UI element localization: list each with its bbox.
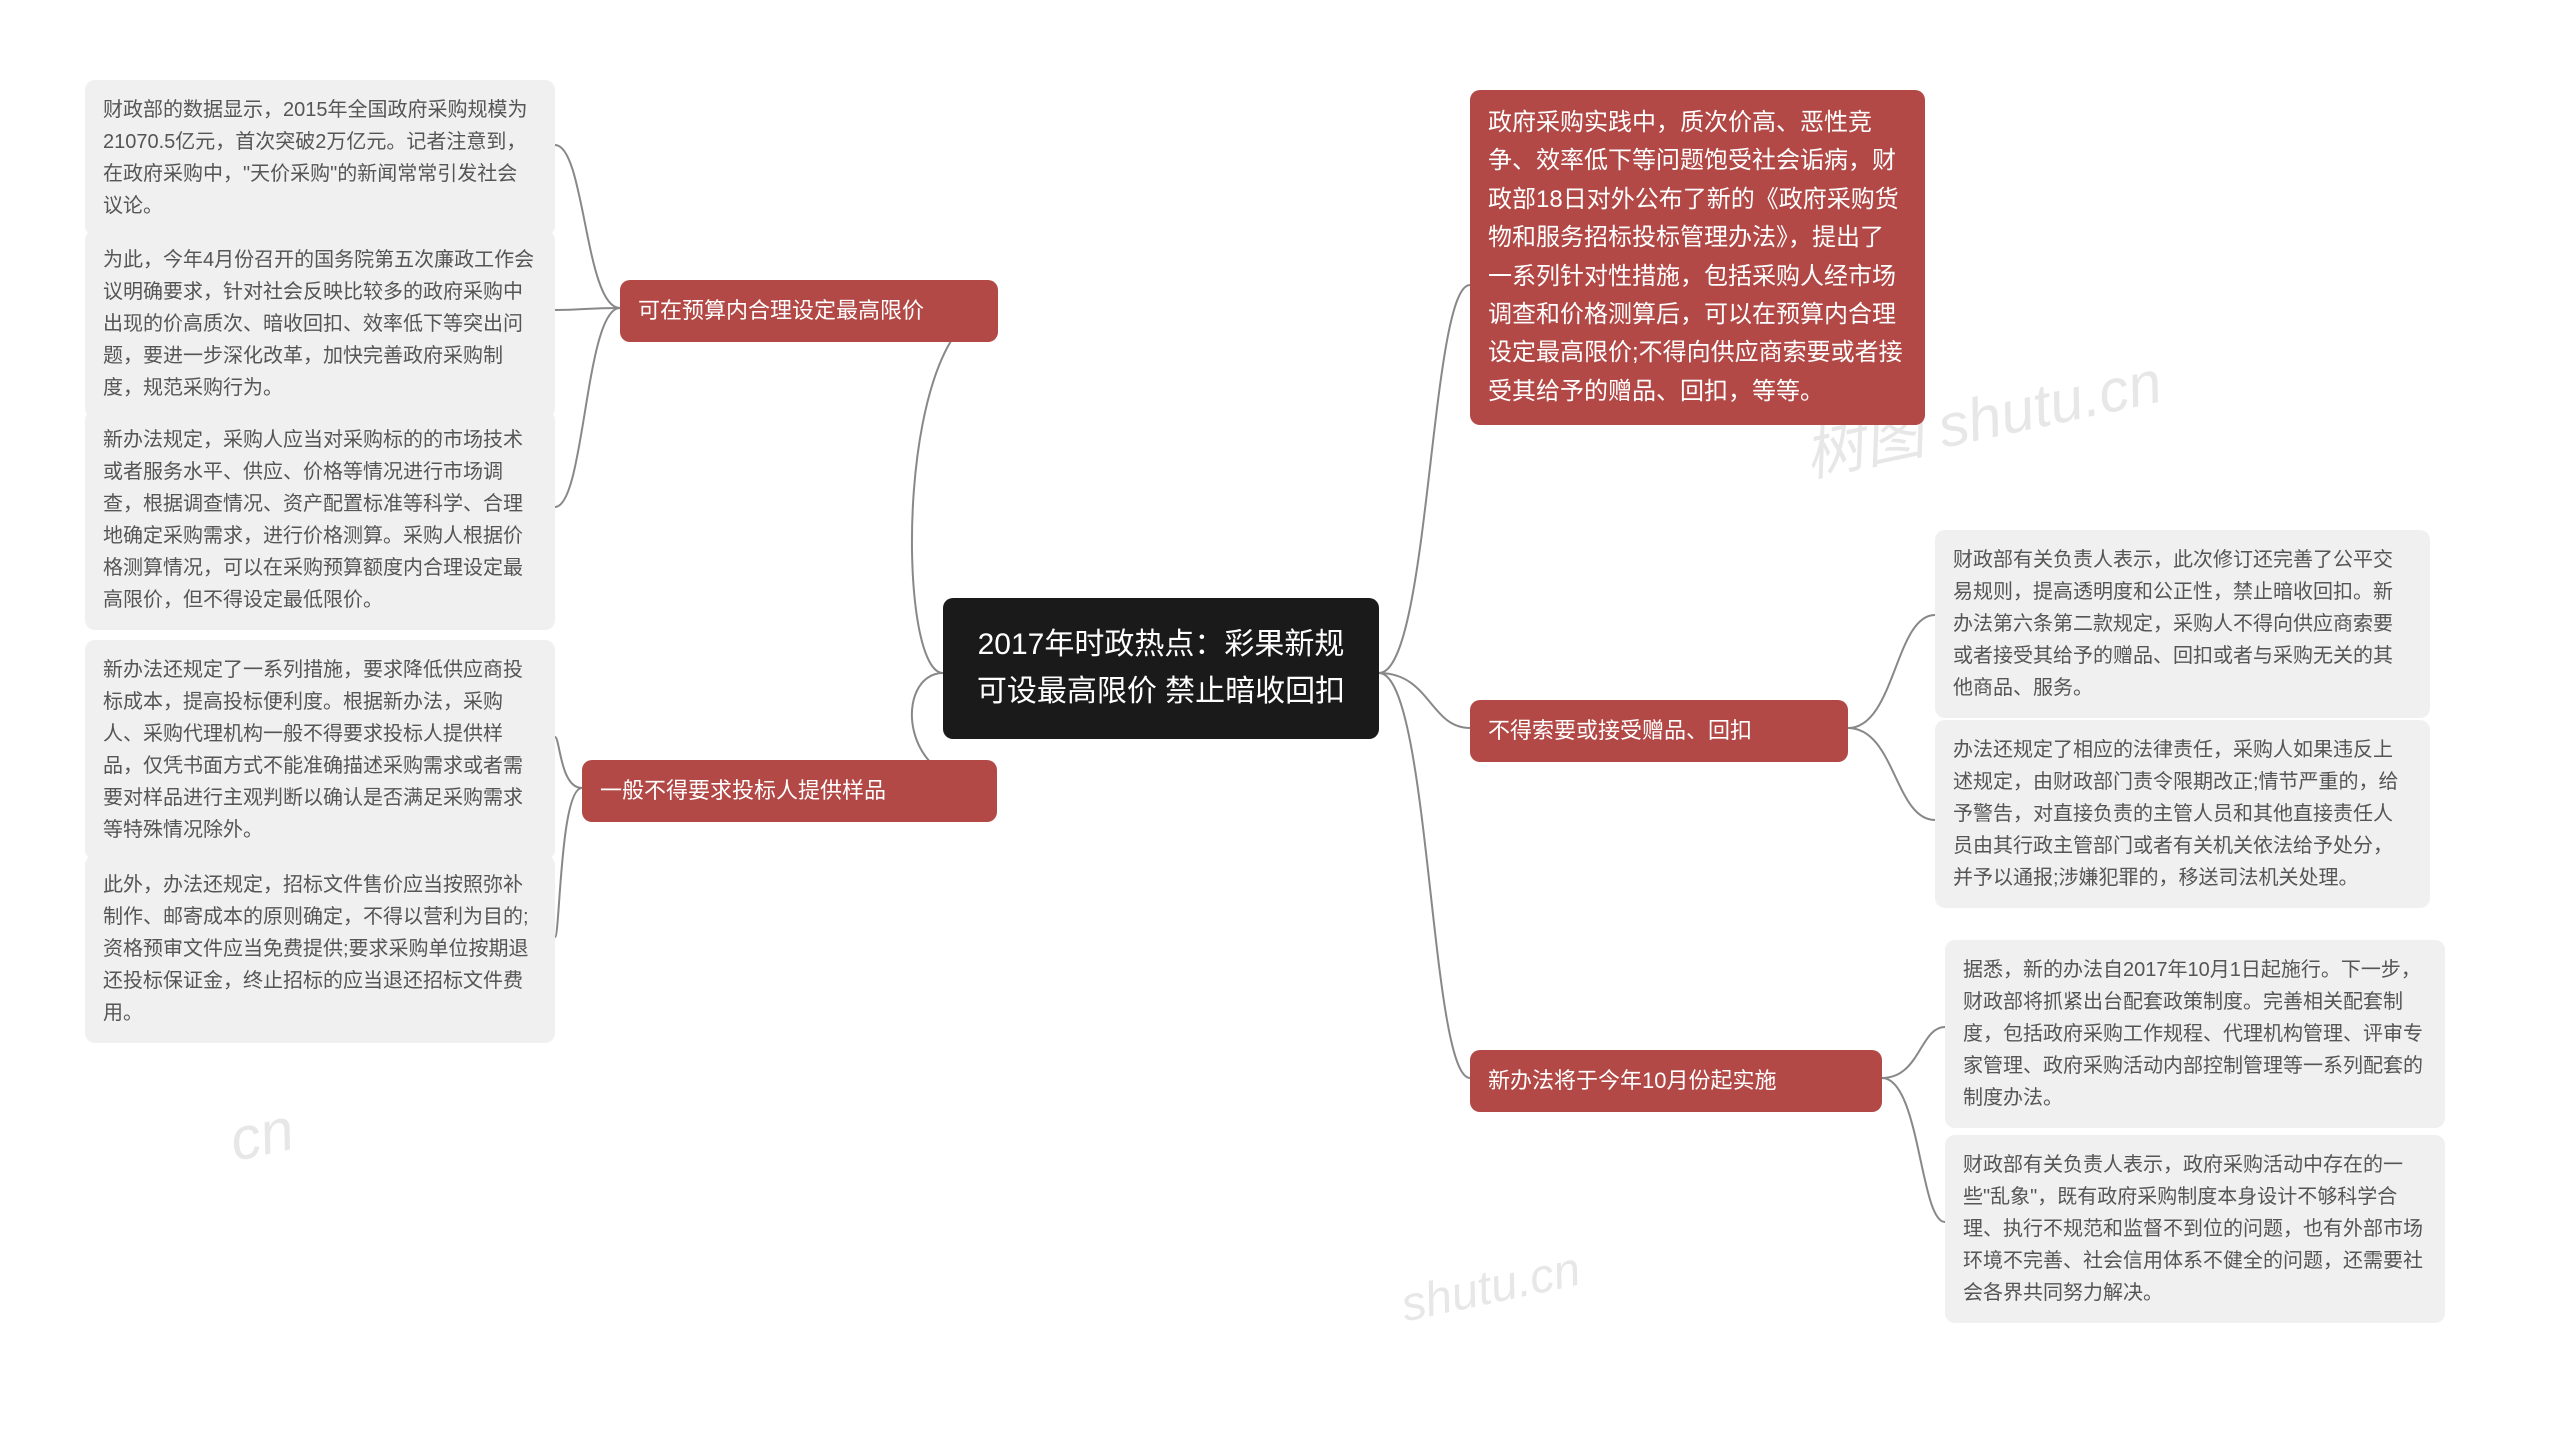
- left-branch-2: 一般不得要求投标人提供样品: [582, 760, 997, 822]
- watermark: shutu.cn: [1396, 1242, 1585, 1334]
- leaf-text: 据悉，新的办法自2017年10月1日起施行。下一步，财政部将抓紧出台配套政策制度…: [1963, 959, 2423, 1109]
- left-branch-2-leaf-1: 此外，办法还规定，招标文件售价应当按照弥补制作、邮寄成本的原则确定，不得以营利为…: [85, 855, 555, 1043]
- leaf-text: 新办法还规定了一系列措施，要求降低供应商投标成本，提高投标便利度。根据新办法，采…: [103, 659, 523, 841]
- leaf-text: 为此，今年4月份召开的国务院第五次廉政工作会议明确要求，针对社会反映比较多的政府…: [103, 249, 534, 399]
- leaf-text: 财政部有关负责人表示，此次修订还完善了公平交易规则，提高透明度和公正性，禁止暗收…: [1953, 549, 2393, 699]
- watermark: cn: [224, 1094, 300, 1175]
- leaf-text: 新办法规定，采购人应当对采购标的的市场技术或者服务水平、供应、价格等情况进行市场…: [103, 429, 523, 611]
- right-branch-1-leaf-1: 办法还规定了相应的法律责任，采购人如果违反上述规定，由财政部门责令限期改正;情节…: [1935, 720, 2430, 908]
- leaf-text: 此外，办法还规定，招标文件售价应当按照弥补制作、邮寄成本的原则确定，不得以营利为…: [103, 874, 529, 1024]
- left-branch-1-leaf-0: 财政部的数据显示，2015年全国政府采购规模为21070.5亿元，首次突破2万亿…: [85, 80, 555, 236]
- right-branch-2-label: 新办法将于今年10月份起实施: [1488, 1068, 1776, 1093]
- right-branch-1: 不得索要或接受赠品、回扣: [1470, 700, 1848, 762]
- right-intro-node: 政府采购实践中，质次价高、恶性竞争、效率低下等问题饱受社会诟病，财政部18日对外…: [1470, 90, 1925, 425]
- right-branch-2-leaf-1: 财政部有关负责人表示，政府采购活动中存在的一些"乱象"，既有政府采购制度本身设计…: [1945, 1135, 2445, 1323]
- left-branch-2-label: 一般不得要求投标人提供样品: [600, 778, 886, 803]
- right-branch-2: 新办法将于今年10月份起实施: [1470, 1050, 1882, 1112]
- left-branch-1-leaf-1: 为此，今年4月份召开的国务院第五次廉政工作会议明确要求，针对社会反映比较多的政府…: [85, 230, 555, 418]
- leaf-text: 办法还规定了相应的法律责任，采购人如果违反上述规定，由财政部门责令限期改正;情节…: [1953, 739, 2399, 889]
- left-branch-1-label: 可在预算内合理设定最高限价: [638, 298, 924, 323]
- leaf-text: 财政部的数据显示，2015年全国政府采购规模为21070.5亿元，首次突破2万亿…: [103, 99, 528, 217]
- right-branch-2-leaf-0: 据悉，新的办法自2017年10月1日起施行。下一步，财政部将抓紧出台配套政策制度…: [1945, 940, 2445, 1128]
- left-branch-1-leaf-2: 新办法规定，采购人应当对采购标的的市场技术或者服务水平、供应、价格等情况进行市场…: [85, 410, 555, 630]
- right-intro-text: 政府采购实践中，质次价高、恶性竞争、效率低下等问题饱受社会诟病，财政部18日对外…: [1488, 109, 1903, 405]
- leaf-text: 财政部有关负责人表示，政府采购活动中存在的一些"乱象"，既有政府采购制度本身设计…: [1963, 1154, 2423, 1304]
- center-title: 2017年时政热点：彩果新规 可设最高限价 禁止暗收回扣: [977, 628, 1345, 708]
- left-branch-1: 可在预算内合理设定最高限价: [620, 280, 998, 342]
- right-branch-1-label: 不得索要或接受赠品、回扣: [1488, 718, 1752, 743]
- right-branch-1-leaf-0: 财政部有关负责人表示，此次修订还完善了公平交易规则，提高透明度和公正性，禁止暗收…: [1935, 530, 2430, 718]
- left-branch-2-leaf-0: 新办法还规定了一系列措施，要求降低供应商投标成本，提高投标便利度。根据新办法，采…: [85, 640, 555, 860]
- center-node: 2017年时政热点：彩果新规 可设最高限价 禁止暗收回扣: [943, 598, 1379, 739]
